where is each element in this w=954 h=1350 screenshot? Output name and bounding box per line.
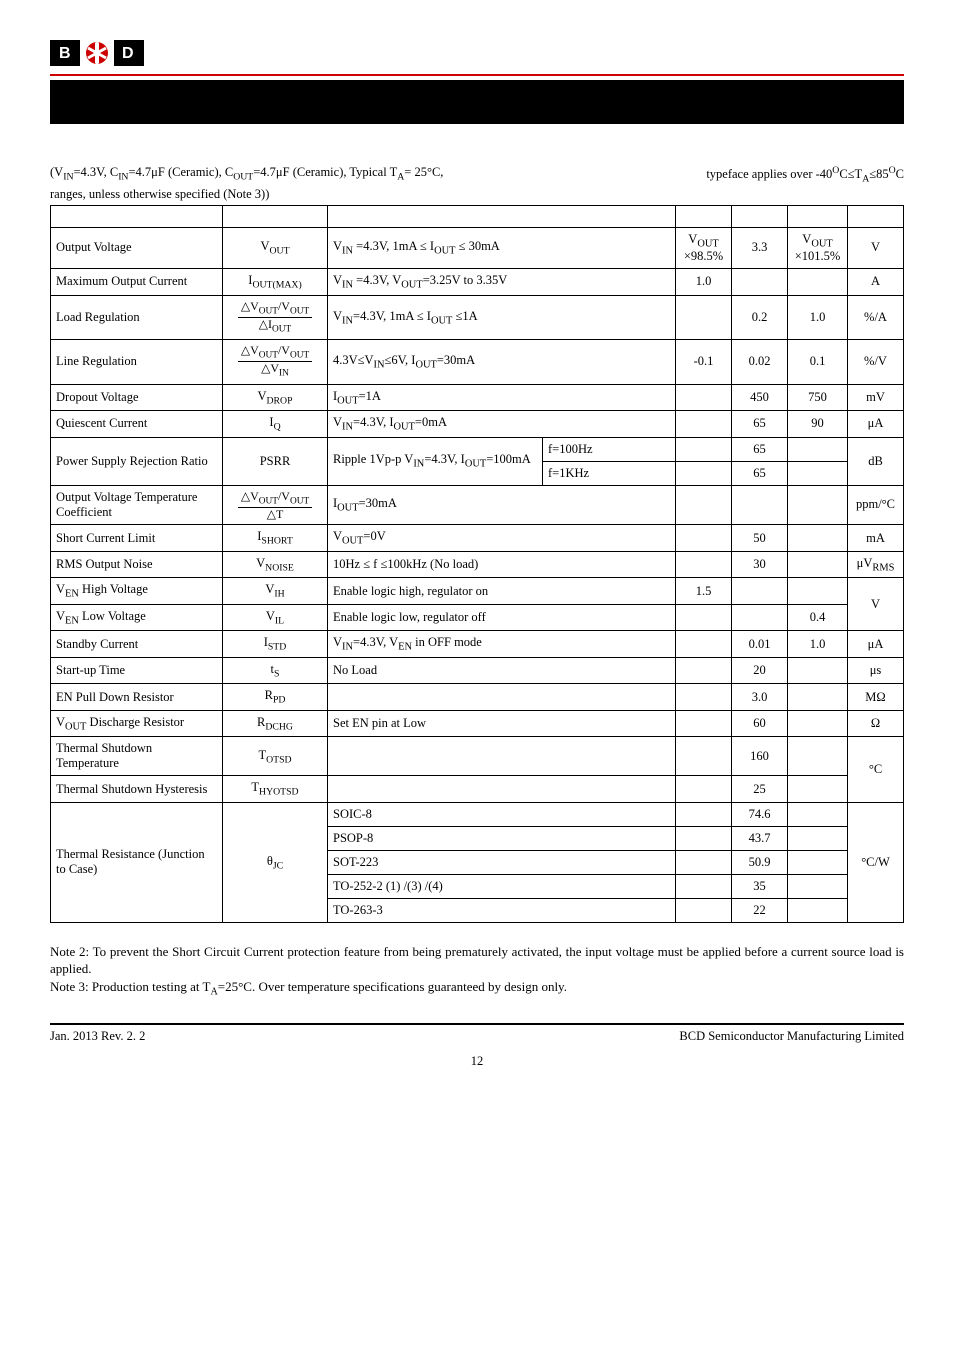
svg-text:D: D [122, 45, 134, 62]
title-bar [50, 80, 904, 124]
conditions-note: ranges, unless otherwise specified (Note… [50, 186, 904, 203]
table-header-row [51, 205, 904, 227]
conditions-text: (VIN=4.3V, CIN=4.7μF (Ceramic), COUT=4.7… [50, 164, 904, 203]
table-row: Start-up Time tS No Load 20 μs [51, 657, 904, 684]
table-row: Short Current Limit ISHORT VOUT=0V 50 mA [51, 525, 904, 552]
table-row: VOUT Discharge Resistor RDCHG Set EN pin… [51, 710, 904, 737]
table-row: Quiescent Current IQ VIN=4.3V, IOUT=0mA … [51, 411, 904, 438]
table-row: Thermal Resistance (Junction to Case) θJ… [51, 802, 904, 826]
note-2: Note 2: To prevent the Short Circuit Cur… [50, 943, 904, 978]
logo: B D [50, 40, 904, 66]
footer-date: Jan. 2013 Rev. 2. 2 [50, 1029, 145, 1044]
notes: Note 2: To prevent the Short Circuit Cur… [50, 943, 904, 999]
table-row: RMS Output Noise VNOISE 10Hz ≤ f ≤100kHz… [51, 551, 904, 578]
logo-b-icon: B [56, 44, 74, 62]
note-3: Note 3: Production testing at TA=25°C. O… [50, 978, 904, 999]
header-rule [50, 74, 904, 76]
page-number: 12 [50, 1054, 904, 1069]
table-row: Output Voltage Temperature Coefficient △… [51, 485, 904, 525]
table-row: Output Voltage VOUT VIN =4.3V, 1mA ≤ IOU… [51, 227, 904, 269]
table-row: Thermal Shutdown Temperature TOTSD 160 °… [51, 737, 904, 776]
logo-circle-icon [84, 40, 110, 66]
table-row: Thermal Shutdown Hysteresis THYOTSD 25 [51, 776, 904, 803]
table-row: Standby Current ISTD VIN=4.3V, VEN in OF… [51, 631, 904, 658]
footer-company: BCD Semiconductor Manufacturing Limited [679, 1029, 904, 1044]
table-row: Power Supply Rejection Ratio PSRR Ripple… [51, 437, 904, 461]
table-row: VEN High Voltage VIH Enable logic high, … [51, 578, 904, 605]
table-row: Load Regulation △VOUT/VOUT△IOUT VIN=4.3V… [51, 295, 904, 339]
table-row: EN Pull Down Resistor RPD 3.0 MΩ [51, 684, 904, 711]
footer-rule [50, 1023, 904, 1025]
table-row: Dropout Voltage VDROP IOUT=1A 450750 mV [51, 384, 904, 411]
table-row: Line Regulation △VOUT/VOUT△VIN 4.3V≤VIN≤… [51, 340, 904, 384]
table-row: VEN Low Voltage VIL Enable logic low, re… [51, 604, 904, 631]
footer: Jan. 2013 Rev. 2. 2 BCD Semiconductor Ma… [50, 1029, 904, 1044]
logo-d-icon: D [120, 44, 138, 62]
spec-table: Output Voltage VOUT VIN =4.3V, 1mA ≤ IOU… [50, 205, 904, 923]
svg-text:B: B [59, 45, 71, 62]
table-row: Maximum Output Current IOUT(MAX) VIN =4.… [51, 269, 904, 296]
